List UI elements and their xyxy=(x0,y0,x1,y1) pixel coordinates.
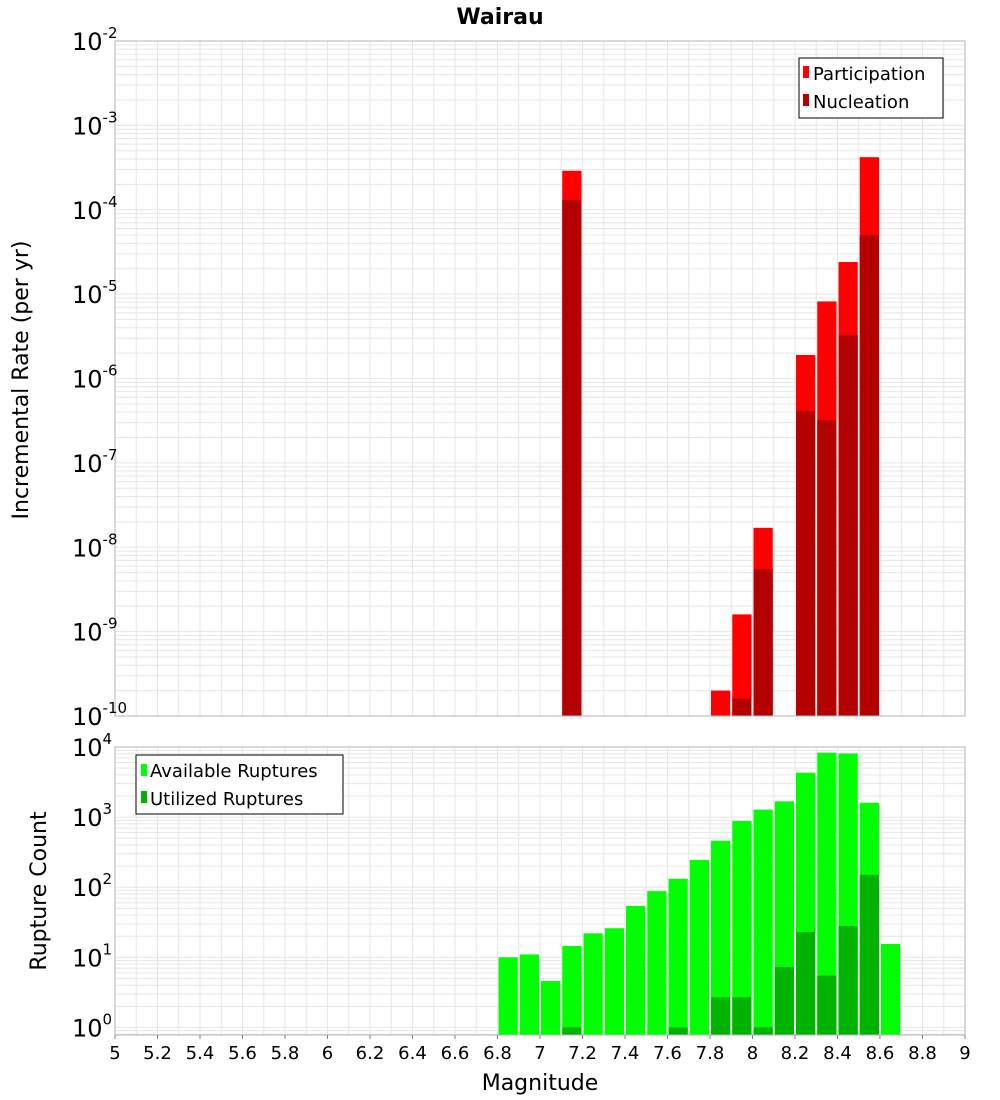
bar-utilized-ruptures xyxy=(562,1027,582,1035)
x-axis-label: Magnitude xyxy=(482,1071,599,1096)
x-tick-label: 8.4 xyxy=(823,1043,852,1064)
count-plot-y-ticks: 100 101 102 103 104 xyxy=(72,730,112,1042)
bar-nucleation xyxy=(753,569,773,716)
x-tick-label: 6.2 xyxy=(356,1043,385,1064)
bar-available-ruptures xyxy=(817,752,837,1035)
nucleation-legend-label: Nucleation xyxy=(813,92,909,113)
bar-nucleation xyxy=(732,698,752,716)
x-tick-label: 7.4 xyxy=(611,1043,640,1064)
available-legend-swatch xyxy=(141,764,147,776)
bar-available-ruptures xyxy=(881,943,901,1035)
y-tick-label: 10-8 xyxy=(72,530,118,562)
y-tick-label: 103 xyxy=(72,800,112,832)
bar-participation xyxy=(711,690,731,716)
participation-legend-label: Participation xyxy=(813,64,925,85)
bar-available-ruptures xyxy=(711,840,731,1035)
y-tick-label: 10-9 xyxy=(72,615,118,647)
x-tick-label: 5.4 xyxy=(186,1043,215,1064)
x-tick-label: 7.2 xyxy=(568,1043,597,1064)
bar-available-ruptures xyxy=(583,933,603,1035)
x-tick-label: 6 xyxy=(322,1043,333,1064)
nucleation-legend-swatch xyxy=(803,94,809,106)
bar-available-ruptures xyxy=(626,905,646,1035)
participation-legend-swatch xyxy=(803,66,809,78)
y-tick-label: 10-10 xyxy=(72,699,127,731)
y-tick-label: 100 xyxy=(72,1010,112,1042)
bar-utilized-ruptures xyxy=(796,931,816,1035)
count-legend-box xyxy=(135,754,344,815)
bar-available-ruptures xyxy=(689,859,709,1035)
count-plot-y-label: Rupture Count xyxy=(27,811,52,971)
y-tick-label: 10-7 xyxy=(72,446,118,478)
bar-available-ruptures xyxy=(647,891,667,1035)
rate-plot-legend: Participation Nucleation xyxy=(798,57,944,119)
x-tick-label: 8.6 xyxy=(866,1043,895,1064)
x-tick-label: 5 xyxy=(109,1043,120,1064)
bar-available-ruptures xyxy=(668,878,688,1035)
bar-utilized-ruptures xyxy=(753,1027,773,1035)
bar-nucleation xyxy=(796,411,816,716)
bar-available-ruptures xyxy=(519,954,539,1035)
bar-available-ruptures xyxy=(498,957,518,1035)
bar-nucleation xyxy=(859,235,879,716)
x-tick-label: 9 xyxy=(959,1043,970,1064)
y-tick-label: 10-3 xyxy=(72,108,118,140)
bar-nucleation xyxy=(838,334,858,716)
y-tick-label: 104 xyxy=(72,730,112,762)
x-tick-label: 6.8 xyxy=(483,1043,512,1064)
x-tick-label: 5.2 xyxy=(143,1043,172,1064)
bar-available-ruptures xyxy=(604,928,624,1035)
y-tick-label: 101 xyxy=(72,940,112,972)
y-tick-label: 10-4 xyxy=(72,193,118,225)
x-tick-label: 8.2 xyxy=(781,1043,810,1064)
y-tick-label: 102 xyxy=(72,870,112,902)
x-tick-label: 5.6 xyxy=(228,1043,257,1064)
bar-utilized-ruptures xyxy=(817,975,837,1035)
x-tick-label: 5.8 xyxy=(271,1043,300,1064)
y-tick-label: 10-2 xyxy=(72,24,118,56)
x-tick-label: 8 xyxy=(747,1043,758,1064)
x-tick-label: 6.4 xyxy=(398,1043,427,1064)
bar-utilized-ruptures xyxy=(668,1027,688,1035)
utilized-legend-swatch xyxy=(141,791,147,803)
count-plot-x-ticks: 5 5.2 5.4 5.6 5.8 6 6.2 6.4 6.6 6.8 7 7.2 7.4 7.6 7.8 8… xyxy=(109,1035,971,1064)
bar-available-ruptures xyxy=(541,980,561,1035)
x-tick-label: 7.6 xyxy=(653,1043,682,1064)
count-plot-bars xyxy=(498,752,901,1035)
count-plot: 100 101 102 103 104 5 5.2 5.4 5.6 5.8 6 6.2 6.4 6.6 6… xyxy=(27,730,971,1096)
rate-plot-grid xyxy=(114,41,966,717)
bar-available-ruptures xyxy=(753,809,773,1035)
y-tick-label: 10-6 xyxy=(72,362,118,394)
bar-participation xyxy=(732,614,752,716)
bar-available-ruptures xyxy=(732,821,752,1035)
available-legend-label: Available Ruptures xyxy=(150,761,318,782)
x-tick-label: 7 xyxy=(534,1043,545,1064)
rate-plot-frame xyxy=(114,40,966,717)
bar-utilized-ruptures xyxy=(711,997,731,1035)
rate-plot-y-label: Incremental Rate (per yr) xyxy=(9,241,34,520)
bar-nucleation xyxy=(817,420,837,716)
x-tick-label: 8.8 xyxy=(908,1043,937,1064)
bar-nucleation xyxy=(562,200,582,716)
count-plot-grid xyxy=(114,747,966,1035)
rate-plot-y-ticks: 10-10 10-9 10-8 10-7 10-6 10-5 10-4 10-3 10-2 xyxy=(72,24,127,731)
bar-utilized-ruptures xyxy=(732,997,752,1035)
utilized-legend-label: Utilized Ruptures xyxy=(150,789,303,810)
rate-plot-bars xyxy=(562,157,879,717)
chart-title: Wairau xyxy=(456,5,543,30)
rate-plot: 10-10 10-9 10-8 10-7 10-6 10-5 10-4 10-3 10-2 In… xyxy=(9,24,966,731)
bar-utilized-ruptures xyxy=(859,874,879,1035)
y-tick-label: 10-5 xyxy=(72,277,118,309)
bar-utilized-ruptures xyxy=(838,925,858,1035)
bar-available-ruptures xyxy=(562,946,582,1035)
rate-legend-box xyxy=(798,57,944,119)
x-tick-label: 6.6 xyxy=(441,1043,470,1064)
bar-utilized-ruptures xyxy=(774,966,794,1035)
count-plot-legend: Available Ruptures Utilized Ruptures xyxy=(135,754,344,815)
x-tick-label: 7.8 xyxy=(696,1043,725,1064)
